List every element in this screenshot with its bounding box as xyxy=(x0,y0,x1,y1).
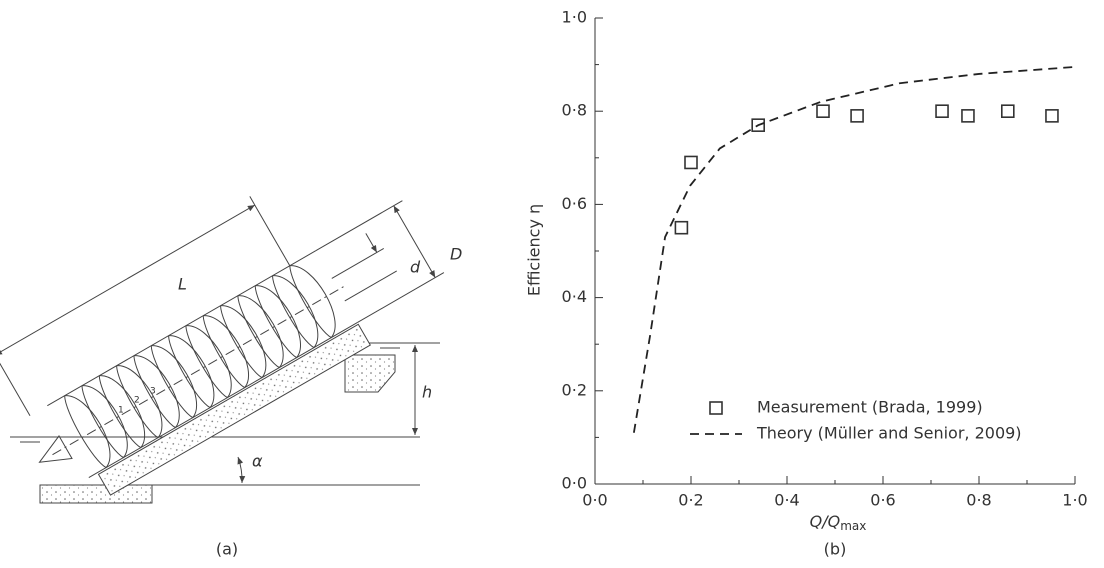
y-axis-label: Efficiency η xyxy=(525,204,544,296)
measurement-point xyxy=(850,109,864,123)
dim-alpha xyxy=(237,456,246,484)
screw-bottom xyxy=(88,322,358,479)
screw-flight xyxy=(289,265,336,339)
caption: (a) xyxy=(216,540,238,559)
legend-label: Theory (Müller and Senior, 2009) xyxy=(756,424,1022,443)
screw-flight xyxy=(271,275,319,349)
x-axis-label: Q/Qmax xyxy=(810,512,867,533)
y-tick-label: 1·0 xyxy=(562,8,587,27)
y-tick-label: 0·6 xyxy=(562,194,587,213)
screw-flight xyxy=(202,315,250,389)
legend-marker xyxy=(709,401,723,415)
upper-foundation xyxy=(344,354,396,393)
screw-flight xyxy=(150,345,198,419)
measurement-point xyxy=(935,104,949,118)
ext-line xyxy=(249,196,291,266)
screw-flight xyxy=(254,285,301,359)
caption: (b) xyxy=(824,540,847,559)
label-D: D xyxy=(450,245,462,264)
x-axis-label-main: Q/Q xyxy=(810,512,841,531)
ext-line xyxy=(0,346,31,416)
flight-number: 2 xyxy=(134,396,140,406)
screw-flight xyxy=(185,325,232,399)
measurement-point xyxy=(751,118,766,132)
measurement-point xyxy=(1045,109,1059,123)
x-tick-label: 0·4 xyxy=(774,491,799,510)
label-L: L xyxy=(178,275,187,294)
measurement-point xyxy=(816,104,830,118)
screw-axis xyxy=(52,284,348,456)
ext-line xyxy=(344,270,397,302)
y-tick-label: 0·4 xyxy=(562,287,587,306)
measurement-point xyxy=(674,220,689,235)
trough xyxy=(97,323,371,496)
screw-diagram: L D d h α 1 2 3 (a) xyxy=(0,196,462,559)
ext-line xyxy=(331,247,384,279)
screw-flight xyxy=(98,375,146,449)
flight-number: 1 xyxy=(118,406,124,416)
measurement-point xyxy=(961,109,975,123)
screw-flight xyxy=(64,395,111,469)
x-tick-label: 0·0 xyxy=(582,491,607,510)
label-h: h xyxy=(422,383,432,402)
screw-flight xyxy=(237,295,284,369)
screw xyxy=(0,196,445,496)
measurement-point xyxy=(684,155,698,170)
dim-D xyxy=(393,205,436,278)
y-tick-label: 0·2 xyxy=(562,380,587,399)
dim-L xyxy=(0,204,256,356)
x-tick-label: 1·0 xyxy=(1062,491,1087,510)
screw-flight xyxy=(220,305,267,379)
screw-flight xyxy=(116,365,163,439)
legend-label: Measurement (Brada, 1999) xyxy=(757,398,983,417)
ext-line xyxy=(315,200,403,252)
x-axis-label-sub: max xyxy=(840,519,866,533)
x-tick-label: 0·6 xyxy=(870,491,895,510)
screw-nose xyxy=(38,435,73,463)
ext-line xyxy=(357,272,445,324)
y-tick-label: 0·8 xyxy=(562,101,587,120)
screw-flight xyxy=(81,385,128,459)
screw-flight xyxy=(168,335,215,409)
label-d: d xyxy=(410,258,421,277)
flight-number: 3 xyxy=(150,387,156,397)
dim-d xyxy=(365,233,378,253)
y-tick-label: 0·0 xyxy=(562,474,587,493)
screw-flight xyxy=(133,355,180,429)
lower-foundation xyxy=(39,484,153,504)
x-tick-label: 0·2 xyxy=(678,491,703,510)
label-alpha: α xyxy=(252,452,263,471)
x-tick-label: 0·8 xyxy=(966,491,991,510)
measurement-point xyxy=(1000,104,1015,118)
